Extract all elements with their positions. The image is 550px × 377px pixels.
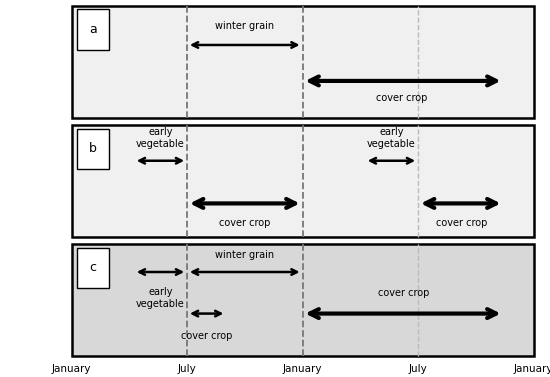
Text: cover crop: cover crop: [376, 93, 427, 103]
Text: c: c: [90, 261, 96, 274]
Text: winter grain: winter grain: [215, 21, 274, 31]
Text: cover crop: cover crop: [436, 218, 488, 228]
Text: January: January: [514, 364, 550, 374]
Text: a: a: [89, 23, 97, 36]
Text: July: July: [178, 364, 196, 374]
Text: early
vegetable: early vegetable: [136, 127, 185, 149]
Text: cover crop: cover crop: [378, 288, 430, 298]
Text: cover crop: cover crop: [219, 218, 271, 228]
FancyBboxPatch shape: [72, 125, 534, 237]
FancyBboxPatch shape: [77, 9, 109, 50]
FancyBboxPatch shape: [77, 248, 109, 288]
Text: early
vegetable: early vegetable: [367, 127, 416, 149]
FancyBboxPatch shape: [72, 244, 534, 356]
Text: January: January: [52, 364, 91, 374]
Text: early
vegetable: early vegetable: [136, 287, 185, 309]
Text: cover crop: cover crop: [181, 331, 232, 341]
FancyBboxPatch shape: [72, 6, 534, 118]
Text: July: July: [409, 364, 427, 374]
FancyBboxPatch shape: [77, 129, 109, 169]
Text: January: January: [283, 364, 322, 374]
Text: winter grain: winter grain: [215, 250, 274, 260]
Text: b: b: [89, 142, 97, 155]
